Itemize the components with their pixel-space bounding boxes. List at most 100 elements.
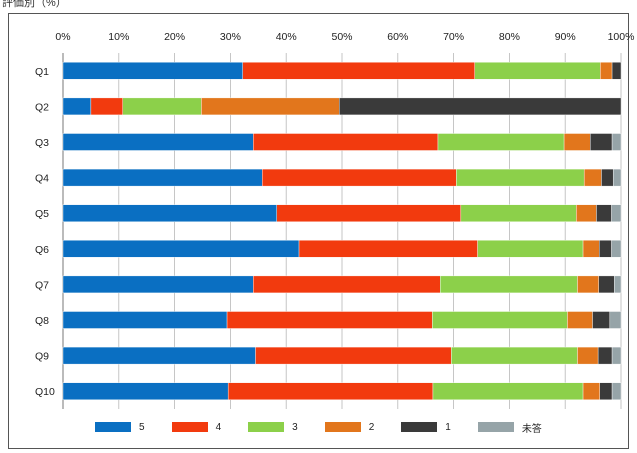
bar-segment — [62, 97, 92, 116]
legend-swatch — [477, 422, 514, 432]
legend-label: 2 — [368, 421, 375, 433]
bar-segment — [451, 346, 578, 365]
legend-swatch — [171, 422, 208, 432]
bar-segment — [583, 168, 602, 187]
bar-segment — [276, 204, 462, 222]
legend-swatch — [324, 422, 361, 432]
bar-segment — [609, 311, 622, 329]
legend-label: 5 — [139, 421, 145, 433]
x-tick-label: 30% — [220, 31, 241, 43]
legend-swatch — [248, 422, 285, 432]
bar-segment — [611, 346, 622, 365]
y-tick-label: Q5 — [35, 208, 49, 220]
bar-segment — [611, 240, 622, 258]
legend-label: 4 — [215, 421, 222, 433]
legend-item: 5 — [95, 422, 145, 433]
x-tick-label: 50% — [331, 31, 352, 43]
bar-segment — [432, 382, 584, 400]
x-tick-label: 20% — [164, 31, 185, 43]
bar-segment — [262, 168, 457, 187]
bar-segment — [62, 346, 256, 365]
bar-segment — [456, 168, 585, 187]
legend-swatch — [95, 422, 131, 432]
bar-segment — [201, 97, 340, 116]
legend-item: 4 — [171, 421, 222, 433]
bar-segment — [255, 346, 452, 365]
bar-segment — [432, 311, 568, 329]
bar-segment — [62, 204, 277, 222]
bar-segment — [592, 311, 611, 329]
legend-item: 3 — [248, 422, 298, 433]
bar-segment — [62, 240, 300, 258]
bar-segment — [62, 168, 263, 187]
bar-segment — [590, 133, 613, 151]
legend-swatch — [401, 422, 438, 432]
bar-segment — [62, 275, 254, 294]
y-tick-label: Q4 — [35, 173, 49, 185]
legend-item: 2 — [324, 421, 375, 433]
bar-segment — [577, 275, 599, 294]
y-tick-label: Q2 — [35, 101, 49, 113]
bar-segment — [460, 204, 577, 222]
x-tick-label: 60% — [387, 31, 408, 43]
legend-label: 3 — [292, 421, 298, 433]
y-tick-label: Q7 — [35, 279, 49, 291]
bar-segment — [611, 382, 622, 400]
bar-segment — [298, 240, 478, 258]
bar-segment — [437, 133, 565, 151]
x-tick-label: 90% — [555, 31, 576, 43]
bar-segment — [599, 382, 613, 400]
bar-segment — [611, 204, 622, 222]
bar-segment — [339, 97, 622, 116]
x-tick-label: 10% — [108, 31, 129, 43]
y-tick-label: Q9 — [35, 351, 49, 363]
bar-segment — [62, 382, 229, 400]
y-tick-label: Q1 — [35, 66, 49, 78]
bar-segment — [242, 62, 476, 80]
x-tick-label: 40% — [276, 31, 297, 43]
x-tick-label: 0% — [55, 31, 70, 43]
bar-segment — [62, 133, 254, 151]
bar-segment — [601, 168, 614, 187]
bar-segment — [253, 133, 439, 151]
bar-segment — [600, 62, 613, 80]
x-tick-label: 100% — [608, 31, 635, 43]
bar-segment — [612, 168, 622, 187]
bar-segment — [598, 275, 615, 294]
bar-segment — [611, 133, 622, 151]
bar-segment — [226, 311, 433, 329]
bar-segment — [567, 311, 593, 329]
bar-segment — [582, 240, 600, 258]
x-tick-label: 70% — [443, 31, 464, 43]
bar-segment — [62, 62, 243, 80]
legend: 5 4 3 2 1 未答 — [95, 418, 569, 436]
bar-segment — [582, 382, 600, 400]
bar-segment — [122, 97, 202, 116]
bar-segment — [440, 275, 578, 294]
bar-segment — [597, 346, 613, 365]
legend-label: 1 — [445, 421, 451, 433]
legend-item: 未答 — [477, 420, 542, 435]
bar-segment — [577, 346, 599, 365]
bar-segment — [474, 62, 601, 80]
bar-segment — [563, 133, 591, 151]
bar-segment — [596, 204, 612, 222]
y-tick-label: Q6 — [35, 244, 49, 256]
x-tick-label: 80% — [499, 31, 520, 43]
y-tick-label: Q3 — [35, 137, 49, 149]
legend-item: 1 — [401, 422, 451, 433]
bar-segment — [477, 240, 584, 258]
bar-segment — [614, 275, 622, 294]
y-tick-label: Q8 — [35, 315, 49, 327]
header-text: 評価別（%） — [2, 0, 67, 9]
bar-segment — [62, 311, 228, 329]
legend-label: 未答 — [521, 423, 542, 435]
bar-segment — [227, 382, 434, 400]
bar-segment — [253, 275, 441, 294]
chart-frame — [8, 13, 629, 449]
bar-segment — [599, 240, 612, 258]
bar-segment — [90, 97, 123, 116]
bar-segment — [611, 62, 622, 80]
y-tick-label: Q10 — [35, 386, 55, 398]
